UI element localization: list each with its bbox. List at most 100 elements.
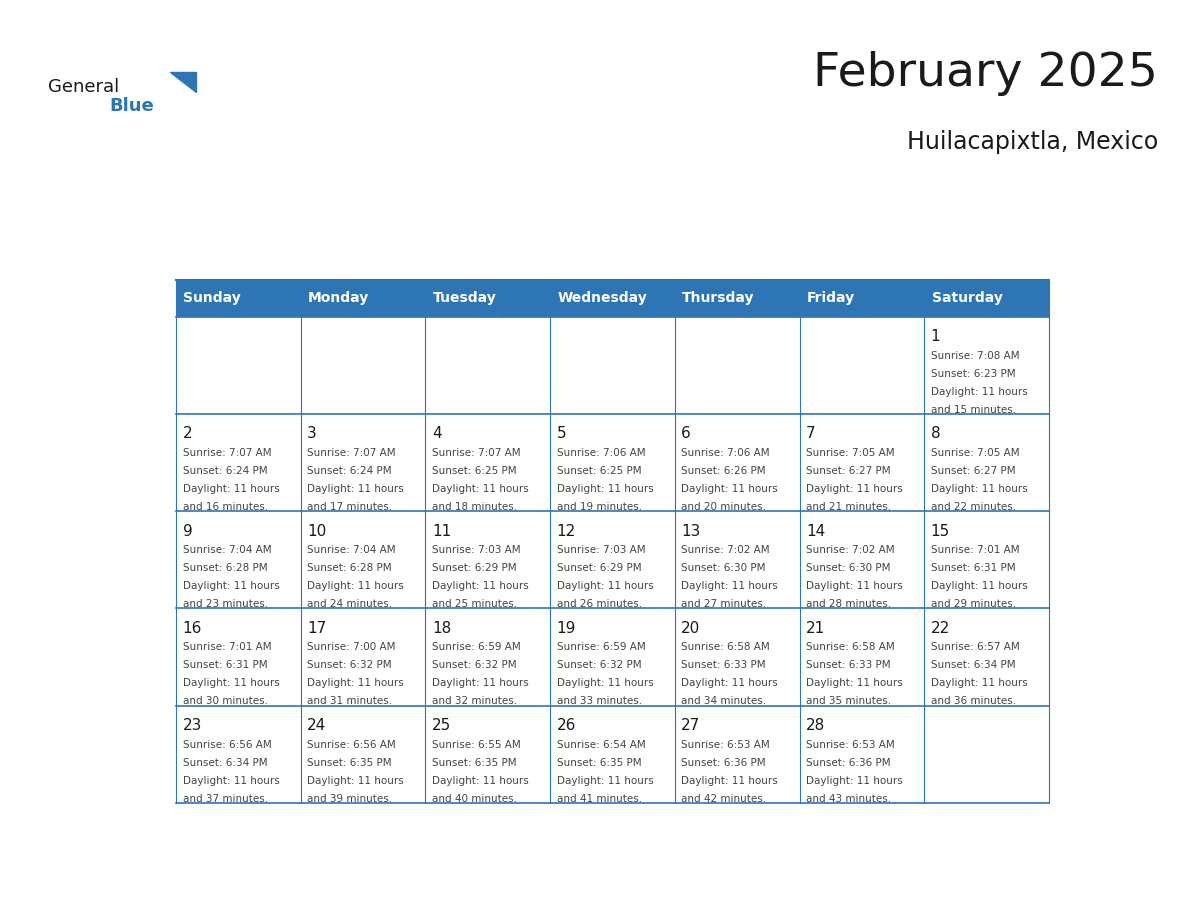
Text: Sunrise: 7:06 AM: Sunrise: 7:06 AM — [557, 448, 645, 458]
Text: Daylight: 11 hours: Daylight: 11 hours — [557, 776, 653, 786]
Text: Daylight: 11 hours: Daylight: 11 hours — [183, 776, 279, 786]
Text: 2: 2 — [183, 427, 192, 442]
Text: Friday: Friday — [807, 291, 855, 305]
Bar — [675, 511, 800, 609]
Text: and 25 minutes.: and 25 minutes. — [432, 599, 517, 610]
Bar — [301, 609, 425, 706]
Bar — [176, 280, 1049, 317]
Text: and 26 minutes.: and 26 minutes. — [557, 599, 642, 610]
Text: 1: 1 — [930, 330, 941, 344]
Bar — [425, 609, 550, 706]
Bar — [924, 706, 1049, 803]
Text: Daylight: 11 hours: Daylight: 11 hours — [557, 484, 653, 494]
Text: Sunset: 6:29 PM: Sunset: 6:29 PM — [432, 563, 517, 573]
Bar — [550, 609, 675, 706]
Text: Daylight: 11 hours: Daylight: 11 hours — [930, 386, 1028, 397]
Text: Sunset: 6:28 PM: Sunset: 6:28 PM — [183, 563, 267, 573]
Text: Sunrise: 6:58 AM: Sunrise: 6:58 AM — [682, 643, 770, 653]
Bar — [800, 609, 924, 706]
Text: Daylight: 11 hours: Daylight: 11 hours — [308, 581, 404, 591]
Text: Sunset: 6:36 PM: Sunset: 6:36 PM — [682, 757, 766, 767]
Text: 22: 22 — [930, 621, 950, 636]
Text: Sunset: 6:32 PM: Sunset: 6:32 PM — [308, 660, 392, 670]
Text: Sunset: 6:25 PM: Sunset: 6:25 PM — [432, 465, 517, 476]
Bar — [425, 706, 550, 803]
Bar — [425, 511, 550, 609]
Text: Daylight: 11 hours: Daylight: 11 hours — [682, 776, 778, 786]
Text: and 29 minutes.: and 29 minutes. — [930, 599, 1016, 610]
Text: Daylight: 11 hours: Daylight: 11 hours — [682, 581, 778, 591]
Text: and 31 minutes.: and 31 minutes. — [308, 697, 392, 706]
Text: Sunrise: 6:53 AM: Sunrise: 6:53 AM — [682, 740, 770, 750]
Bar — [675, 317, 800, 414]
Text: Daylight: 11 hours: Daylight: 11 hours — [930, 678, 1028, 688]
Text: and 28 minutes.: and 28 minutes. — [805, 599, 891, 610]
Bar — [924, 317, 1049, 414]
Text: and 15 minutes.: and 15 minutes. — [930, 405, 1016, 415]
Text: Sunrise: 6:53 AM: Sunrise: 6:53 AM — [805, 740, 895, 750]
Text: Sunset: 6:31 PM: Sunset: 6:31 PM — [183, 660, 267, 670]
Text: Daylight: 11 hours: Daylight: 11 hours — [183, 678, 279, 688]
Text: 8: 8 — [930, 427, 941, 442]
Text: Sunrise: 7:03 AM: Sunrise: 7:03 AM — [557, 545, 645, 555]
Text: Sunrise: 7:01 AM: Sunrise: 7:01 AM — [930, 545, 1019, 555]
Text: and 36 minutes.: and 36 minutes. — [930, 697, 1016, 706]
Text: and 21 minutes.: and 21 minutes. — [805, 502, 891, 512]
Bar — [176, 706, 301, 803]
Text: 13: 13 — [682, 524, 701, 539]
Text: Sunrise: 7:01 AM: Sunrise: 7:01 AM — [183, 643, 271, 653]
Text: Sunset: 6:35 PM: Sunset: 6:35 PM — [308, 757, 392, 767]
Text: Sunrise: 7:02 AM: Sunrise: 7:02 AM — [805, 545, 895, 555]
Bar — [550, 414, 675, 511]
Text: Daylight: 11 hours: Daylight: 11 hours — [557, 581, 653, 591]
Text: 5: 5 — [557, 427, 567, 442]
Text: 6: 6 — [682, 427, 691, 442]
Text: Sunset: 6:33 PM: Sunset: 6:33 PM — [682, 660, 766, 670]
Text: 20: 20 — [682, 621, 701, 636]
Text: Sunrise: 7:05 AM: Sunrise: 7:05 AM — [805, 448, 895, 458]
Bar — [550, 317, 675, 414]
Text: and 43 minutes.: and 43 minutes. — [805, 794, 891, 803]
Text: 15: 15 — [930, 524, 950, 539]
Text: and 40 minutes.: and 40 minutes. — [432, 794, 517, 803]
Bar — [924, 609, 1049, 706]
Text: Sunday: Sunday — [183, 291, 241, 305]
Text: Sunset: 6:29 PM: Sunset: 6:29 PM — [557, 563, 642, 573]
Text: Sunset: 6:30 PM: Sunset: 6:30 PM — [682, 563, 766, 573]
Text: and 42 minutes.: and 42 minutes. — [682, 794, 766, 803]
Bar — [176, 317, 301, 414]
Text: 3: 3 — [308, 427, 317, 442]
Text: Sunset: 6:24 PM: Sunset: 6:24 PM — [308, 465, 392, 476]
Text: 26: 26 — [557, 718, 576, 733]
Text: Thursday: Thursday — [682, 291, 754, 305]
Text: Sunrise: 7:07 AM: Sunrise: 7:07 AM — [308, 448, 396, 458]
Text: 9: 9 — [183, 524, 192, 539]
Text: Sunset: 6:26 PM: Sunset: 6:26 PM — [682, 465, 766, 476]
Text: Sunset: 6:30 PM: Sunset: 6:30 PM — [805, 563, 891, 573]
Bar — [550, 511, 675, 609]
Text: Sunrise: 7:08 AM: Sunrise: 7:08 AM — [930, 351, 1019, 361]
Text: 18: 18 — [432, 621, 451, 636]
Text: and 22 minutes.: and 22 minutes. — [930, 502, 1016, 512]
Text: Sunset: 6:35 PM: Sunset: 6:35 PM — [432, 757, 517, 767]
Text: and 16 minutes.: and 16 minutes. — [183, 502, 267, 512]
Bar — [800, 414, 924, 511]
Text: Daylight: 11 hours: Daylight: 11 hours — [805, 678, 903, 688]
Bar — [176, 511, 301, 609]
Text: Daylight: 11 hours: Daylight: 11 hours — [308, 678, 404, 688]
Bar — [675, 706, 800, 803]
Text: Daylight: 11 hours: Daylight: 11 hours — [557, 678, 653, 688]
Text: Sunrise: 7:06 AM: Sunrise: 7:06 AM — [682, 448, 770, 458]
Text: and 39 minutes.: and 39 minutes. — [308, 794, 392, 803]
Text: Tuesday: Tuesday — [432, 291, 497, 305]
Bar — [924, 414, 1049, 511]
Text: Wednesday: Wednesday — [557, 291, 647, 305]
Text: Daylight: 11 hours: Daylight: 11 hours — [432, 776, 529, 786]
Text: Sunset: 6:32 PM: Sunset: 6:32 PM — [557, 660, 642, 670]
Text: Daylight: 11 hours: Daylight: 11 hours — [183, 484, 279, 494]
Text: Daylight: 11 hours: Daylight: 11 hours — [805, 581, 903, 591]
Text: Sunset: 6:33 PM: Sunset: 6:33 PM — [805, 660, 891, 670]
Text: and 20 minutes.: and 20 minutes. — [682, 502, 766, 512]
Text: 19: 19 — [557, 621, 576, 636]
Text: and 18 minutes.: and 18 minutes. — [432, 502, 517, 512]
